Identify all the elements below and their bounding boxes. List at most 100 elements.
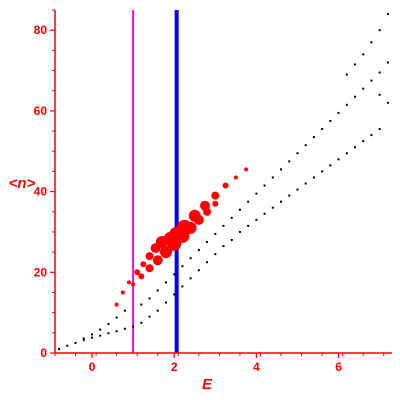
black-data-point (58, 347, 61, 350)
x-axis-title: E (202, 376, 213, 393)
x-tick-label: 6 (335, 360, 342, 374)
y-ticks: 0 20 40 60 80 (34, 9, 55, 360)
y-tick-label: 80 (34, 23, 48, 37)
black-data-point (123, 309, 126, 312)
red-data-point (233, 175, 238, 180)
black-data-point (156, 309, 159, 312)
black-data-point (189, 257, 192, 260)
black-data-point (181, 265, 184, 268)
red-data-point (184, 221, 197, 234)
black-data-point (115, 330, 118, 333)
black-data-point (354, 95, 357, 98)
black-data-point (321, 170, 324, 173)
black-data-point (312, 176, 315, 179)
black-data-point (230, 239, 233, 242)
black-data-point (329, 164, 332, 167)
black-data-point (222, 224, 225, 227)
black-data-point (156, 289, 159, 292)
red-dot-series (114, 167, 249, 307)
black-dot-series (58, 13, 389, 350)
red-data-point (244, 167, 249, 172)
black-data-point (378, 29, 381, 32)
black-data-point (386, 13, 389, 16)
black-data-point (263, 212, 266, 215)
black-data-point (378, 93, 381, 96)
black-data-point (345, 103, 348, 106)
y-tick-label: 60 (34, 104, 48, 118)
red-data-point (120, 290, 125, 295)
black-data-point (132, 325, 135, 328)
black-data-point (173, 273, 176, 276)
black-data-point (238, 230, 241, 233)
red-data-point (140, 261, 147, 268)
black-data-point (140, 321, 143, 324)
black-data-point (189, 277, 192, 280)
black-data-point (362, 53, 365, 56)
red-data-point (193, 214, 204, 225)
black-data-point (288, 194, 291, 197)
red-data-point (152, 255, 163, 266)
black-data-point (386, 101, 389, 104)
black-data-point (312, 136, 315, 139)
black-data-point (247, 224, 250, 227)
black-data-point (238, 208, 241, 211)
black-data-point (82, 337, 85, 340)
black-data-point (263, 184, 266, 187)
black-data-point (378, 71, 381, 74)
red-data-point (203, 207, 212, 216)
black-data-point (304, 144, 307, 147)
black-data-point (280, 200, 283, 203)
black-data-point (304, 182, 307, 185)
black-data-point (230, 216, 233, 219)
black-data-point (82, 339, 85, 342)
black-data-point (90, 333, 93, 336)
x-ticks: 0 2 4 6 (54, 353, 385, 374)
black-data-point (255, 218, 258, 221)
black-data-point (107, 332, 110, 335)
black-data-point (337, 158, 340, 161)
black-data-point (247, 200, 250, 203)
black-data-point (148, 315, 151, 318)
x-tick-label: 0 (89, 360, 96, 374)
red-data-point (134, 269, 141, 276)
black-data-point (370, 79, 373, 82)
black-data-point (345, 152, 348, 155)
black-data-point (66, 344, 69, 347)
black-data-point (271, 176, 274, 179)
black-data-point (115, 316, 118, 319)
black-data-point (354, 63, 357, 66)
red-data-point (114, 302, 119, 307)
y-tick-label: 0 (40, 346, 47, 360)
black-data-point (378, 128, 381, 131)
black-data-point (280, 168, 283, 171)
black-data-point (99, 328, 102, 331)
black-data-point (362, 140, 365, 143)
x-tick-label: 4 (253, 360, 260, 374)
black-data-point (123, 327, 126, 330)
red-data-point (175, 228, 190, 243)
red-data-point (138, 273, 145, 280)
y-tick-label: 20 (34, 265, 48, 279)
black-data-point (214, 253, 217, 256)
black-data-point (173, 293, 176, 296)
black-data-point (206, 261, 209, 264)
black-data-point (345, 73, 348, 76)
black-data-point (370, 134, 373, 137)
black-data-point (255, 192, 258, 195)
black-data-point (99, 334, 102, 337)
red-data-point (212, 200, 219, 207)
red-data-point (126, 280, 131, 285)
black-data-point (74, 341, 77, 344)
black-data-point (164, 301, 167, 304)
red-data-point (159, 246, 172, 259)
black-data-point (148, 297, 151, 300)
black-data-point (329, 119, 332, 122)
black-data-point (140, 303, 143, 306)
red-data-point (131, 282, 136, 287)
black-data-point (362, 87, 365, 90)
black-data-point (354, 146, 357, 149)
black-data-point (181, 285, 184, 288)
black-data-point (386, 61, 389, 64)
black-data-point (288, 160, 291, 163)
